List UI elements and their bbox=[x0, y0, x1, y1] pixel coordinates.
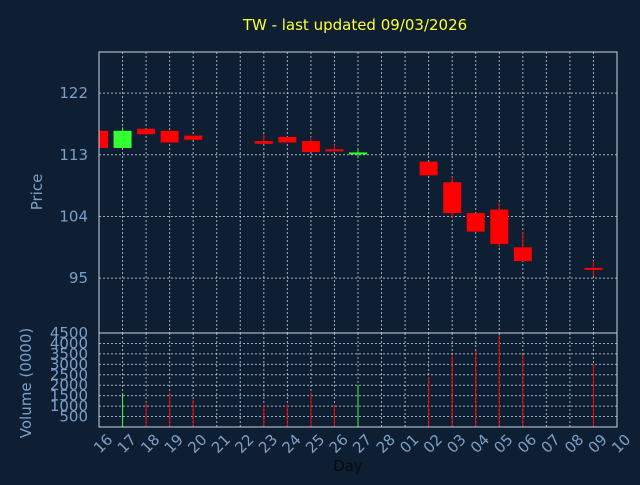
x-tick-label: 09 bbox=[585, 431, 611, 457]
x-tick-label: 16 bbox=[90, 431, 116, 457]
candle-body bbox=[513, 247, 532, 262]
volume-tick-label: 3500 bbox=[50, 345, 88, 363]
x-tick-label: 01 bbox=[396, 431, 422, 457]
volume-panel-frame bbox=[98, 332, 618, 428]
volume-bars bbox=[122, 335, 594, 427]
x-tick-label: 18 bbox=[137, 431, 163, 457]
x-tick-label: 24 bbox=[279, 431, 305, 457]
candle-body bbox=[419, 161, 438, 176]
x-axis-ticks: 1617181920212223242526272801020304050607… bbox=[90, 431, 634, 457]
x-axis-label: Day bbox=[333, 457, 363, 475]
price-tick-label: 104 bbox=[59, 207, 88, 225]
x-tick-label: 02 bbox=[420, 431, 446, 457]
candle-body bbox=[137, 128, 156, 135]
volume-tick-label: 4000 bbox=[50, 334, 88, 352]
price-tick-label: 122 bbox=[59, 84, 88, 102]
candle-body bbox=[278, 136, 297, 143]
x-tick-label: 28 bbox=[373, 431, 399, 457]
price-tick-label: 113 bbox=[59, 146, 88, 164]
price-candles bbox=[98, 127, 603, 277]
chart-title: TW - last updated 09/03/2026 bbox=[242, 16, 467, 34]
x-tick-label: 17 bbox=[114, 431, 140, 457]
x-tick-label: 27 bbox=[349, 431, 375, 457]
x-tick-label: 07 bbox=[538, 431, 564, 457]
candle-body bbox=[301, 141, 320, 153]
x-tick-label: 10 bbox=[608, 431, 634, 457]
x-tick-label: 08 bbox=[561, 431, 587, 457]
volume-tick-label: 500 bbox=[59, 408, 88, 426]
price-tick-label: 95 bbox=[69, 269, 88, 287]
x-tick-label: 04 bbox=[467, 431, 493, 457]
candle-body bbox=[160, 130, 179, 143]
x-tick-label: 05 bbox=[490, 431, 516, 457]
x-tick-label: 03 bbox=[443, 431, 469, 457]
x-tick-label: 19 bbox=[161, 431, 187, 457]
x-tick-label: 20 bbox=[184, 431, 210, 457]
candle-body bbox=[325, 149, 344, 152]
x-tick-label: 06 bbox=[514, 431, 540, 457]
x-tick-label: 22 bbox=[231, 431, 257, 457]
volume-tick-label: 1500 bbox=[50, 387, 88, 405]
y-axis-label: Price bbox=[28, 174, 46, 211]
volume-tick-label: 4500 bbox=[50, 324, 88, 342]
x-tick-label: 21 bbox=[208, 431, 234, 457]
candle-body bbox=[349, 152, 367, 155]
volume-tick-label: 3000 bbox=[50, 355, 88, 373]
candle-body bbox=[113, 130, 132, 148]
candle-body bbox=[184, 135, 203, 140]
price-grid bbox=[99, 52, 617, 333]
price-axis-ticks: 95 104 113 122 bbox=[59, 84, 88, 287]
volume-tick-label: 2000 bbox=[50, 376, 88, 394]
candle-body bbox=[254, 141, 273, 144]
volume-tick-label: 1000 bbox=[50, 397, 88, 415]
volume-tick-label: 2500 bbox=[50, 366, 88, 384]
x-tick-label: 23 bbox=[255, 431, 281, 457]
candle-body bbox=[99, 130, 108, 148]
candle-body bbox=[443, 182, 462, 214]
volume-axis-label: Volume (0000) bbox=[17, 328, 35, 438]
candle-body bbox=[466, 213, 485, 232]
candle-body bbox=[584, 267, 603, 270]
x-tick-label: 25 bbox=[302, 431, 328, 457]
x-tick-label: 26 bbox=[326, 431, 352, 457]
candle-body bbox=[490, 209, 509, 244]
